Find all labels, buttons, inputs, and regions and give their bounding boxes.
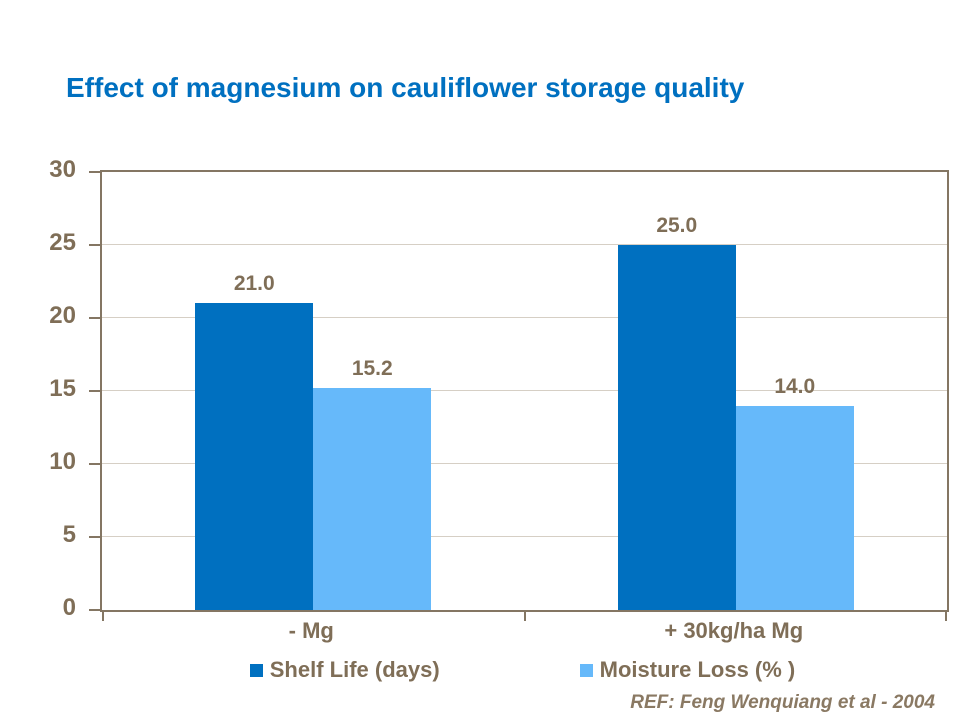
- y-tick-mark: [89, 390, 100, 392]
- y-tick-label: 5: [62, 521, 76, 548]
- gridline: [102, 317, 947, 318]
- reference-citation: REF: Feng Wenquiang et al - 2004: [630, 692, 935, 713]
- y-tick-label: 20: [49, 302, 76, 329]
- plot-area: 21.0 15.2 25.0 14.0: [89, 170, 949, 621]
- legend: Shelf Life (days) Moisture Loss (% ): [100, 657, 945, 683]
- bar-value-label: 15.2: [351, 357, 393, 380]
- bar: 14.0: [735, 375, 854, 610]
- y-tick-mark: [89, 317, 100, 319]
- bar-value-label: 14.0: [774, 375, 816, 398]
- bar: 25.0: [617, 214, 736, 610]
- gridline: [102, 244, 947, 245]
- legend-swatch: [579, 663, 593, 677]
- y-tick-mark: [89, 463, 100, 465]
- gridline: [102, 536, 947, 537]
- bar: 21.0: [195, 272, 314, 610]
- x-axis-labels: - Mg + 30kg/ha Mg: [100, 618, 945, 644]
- bar-group: 21.0 15.2: [102, 172, 525, 610]
- y-tick-label: 0: [62, 594, 76, 621]
- x-tick-mark: [945, 612, 947, 621]
- y-tick-mark: [89, 536, 100, 538]
- chart-title: Effect of magnesium on cauliflower stora…: [66, 72, 745, 103]
- legend-label: Shelf Life (days): [269, 657, 440, 682]
- y-axis: 0 5 10 15 20 25 30: [0, 156, 86, 621]
- category-label: - Mg: [288, 618, 334, 643]
- legend-entry: Moisture Loss (% ): [579, 657, 796, 683]
- y-tick-label: 30: [49, 156, 76, 183]
- category-label: + 30kg/ha Mg: [664, 618, 804, 643]
- y-tick-mark: [89, 171, 100, 173]
- x-tick-mark: [523, 612, 526, 621]
- legend-label: Moisture Loss (% ): [599, 657, 796, 682]
- gridline: [102, 463, 947, 464]
- legend-swatch: [249, 663, 263, 677]
- x-tick-mark: [102, 612, 104, 621]
- y-tick-label: 15: [49, 375, 76, 402]
- gridline: [102, 390, 947, 391]
- bar-group: 25.0 14.0: [525, 172, 948, 610]
- y-tick-label: 25: [49, 229, 76, 256]
- bar-value-label: 21.0: [233, 272, 275, 295]
- y-tick-label: 10: [49, 448, 76, 475]
- y-tick-mark: [89, 244, 100, 246]
- bar-value-label: 25.0: [656, 214, 698, 237]
- legend-entry: Shelf Life (days): [249, 657, 440, 683]
- y-tick-mark: [89, 609, 100, 611]
- bar: 15.2: [313, 357, 432, 610]
